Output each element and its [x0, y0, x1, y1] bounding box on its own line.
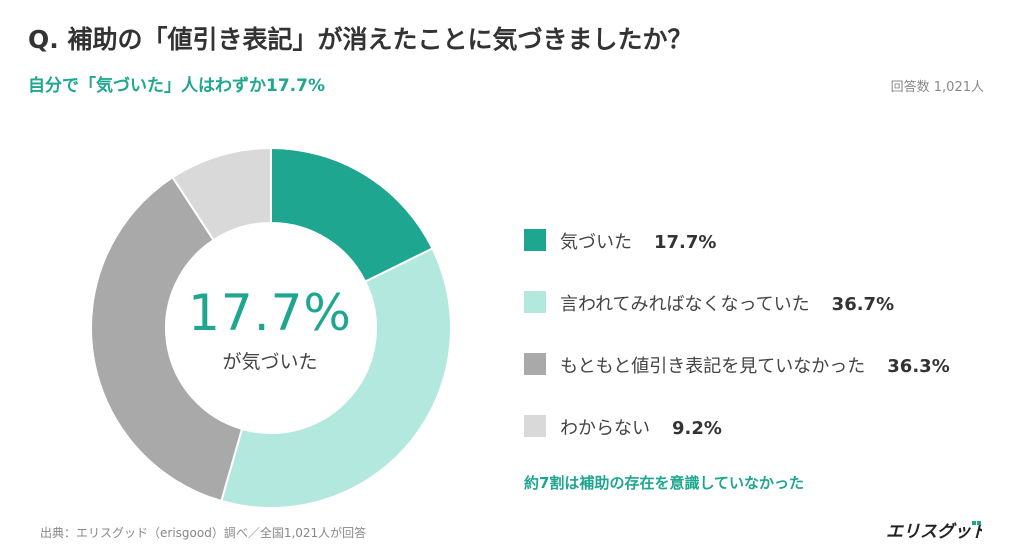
- legend-label: わからない 9.2%: [560, 414, 722, 440]
- legend-label: 気づいた 17.7%: [560, 228, 716, 254]
- legend-value: 17.7%: [654, 232, 717, 253]
- subtitle: 自分で「気づいた」人はわずか17.7%: [28, 76, 325, 96]
- legend-value: 36.3%: [887, 356, 950, 377]
- legend-label: 言われてみればなくなっていた 36.7%: [560, 290, 894, 316]
- logo-wordmark: エリスグッド: [886, 522, 982, 541]
- legend-category: わからない: [560, 418, 650, 439]
- legend-swatch: [524, 353, 546, 375]
- center-caption: が気づいた: [222, 351, 318, 373]
- legend-swatch: [524, 415, 546, 437]
- legend-value: 9.2%: [672, 418, 722, 439]
- legend-category: 気づいた: [560, 232, 632, 253]
- page-title: Q. 補助の「値引き表記」が消えたことに気づきましたか？: [28, 25, 693, 54]
- logo-accent-mark: [977, 521, 981, 525]
- center-value: 17.7%: [188, 284, 352, 342]
- logo-accent-mark: [972, 521, 976, 525]
- respondent-count: 回答数 1,021人: [890, 80, 984, 95]
- donut-slice-2: [220, 247, 452, 509]
- legend-category: 言われてみればなくなっていた: [560, 294, 810, 315]
- summary-note: 約7割は補助の存在を意識していなかった: [524, 474, 804, 492]
- legend-swatch: [524, 229, 546, 251]
- brand-logo: エリスグッド: [886, 521, 982, 541]
- legend-value: 36.7%: [831, 294, 895, 315]
- legend-label: もともと値引き表記を見ていなかった 36.3%: [560, 352, 950, 378]
- donut-slice-3: [90, 175, 244, 503]
- legend-swatch: [524, 291, 546, 313]
- source-credit: 出典：エリスグッド（erisgood）調べ／全国1,021人が回答: [40, 526, 367, 540]
- legend-category: もともと値引き表記を見ていなかった: [560, 356, 866, 377]
- donut-slice-4: [171, 146, 272, 242]
